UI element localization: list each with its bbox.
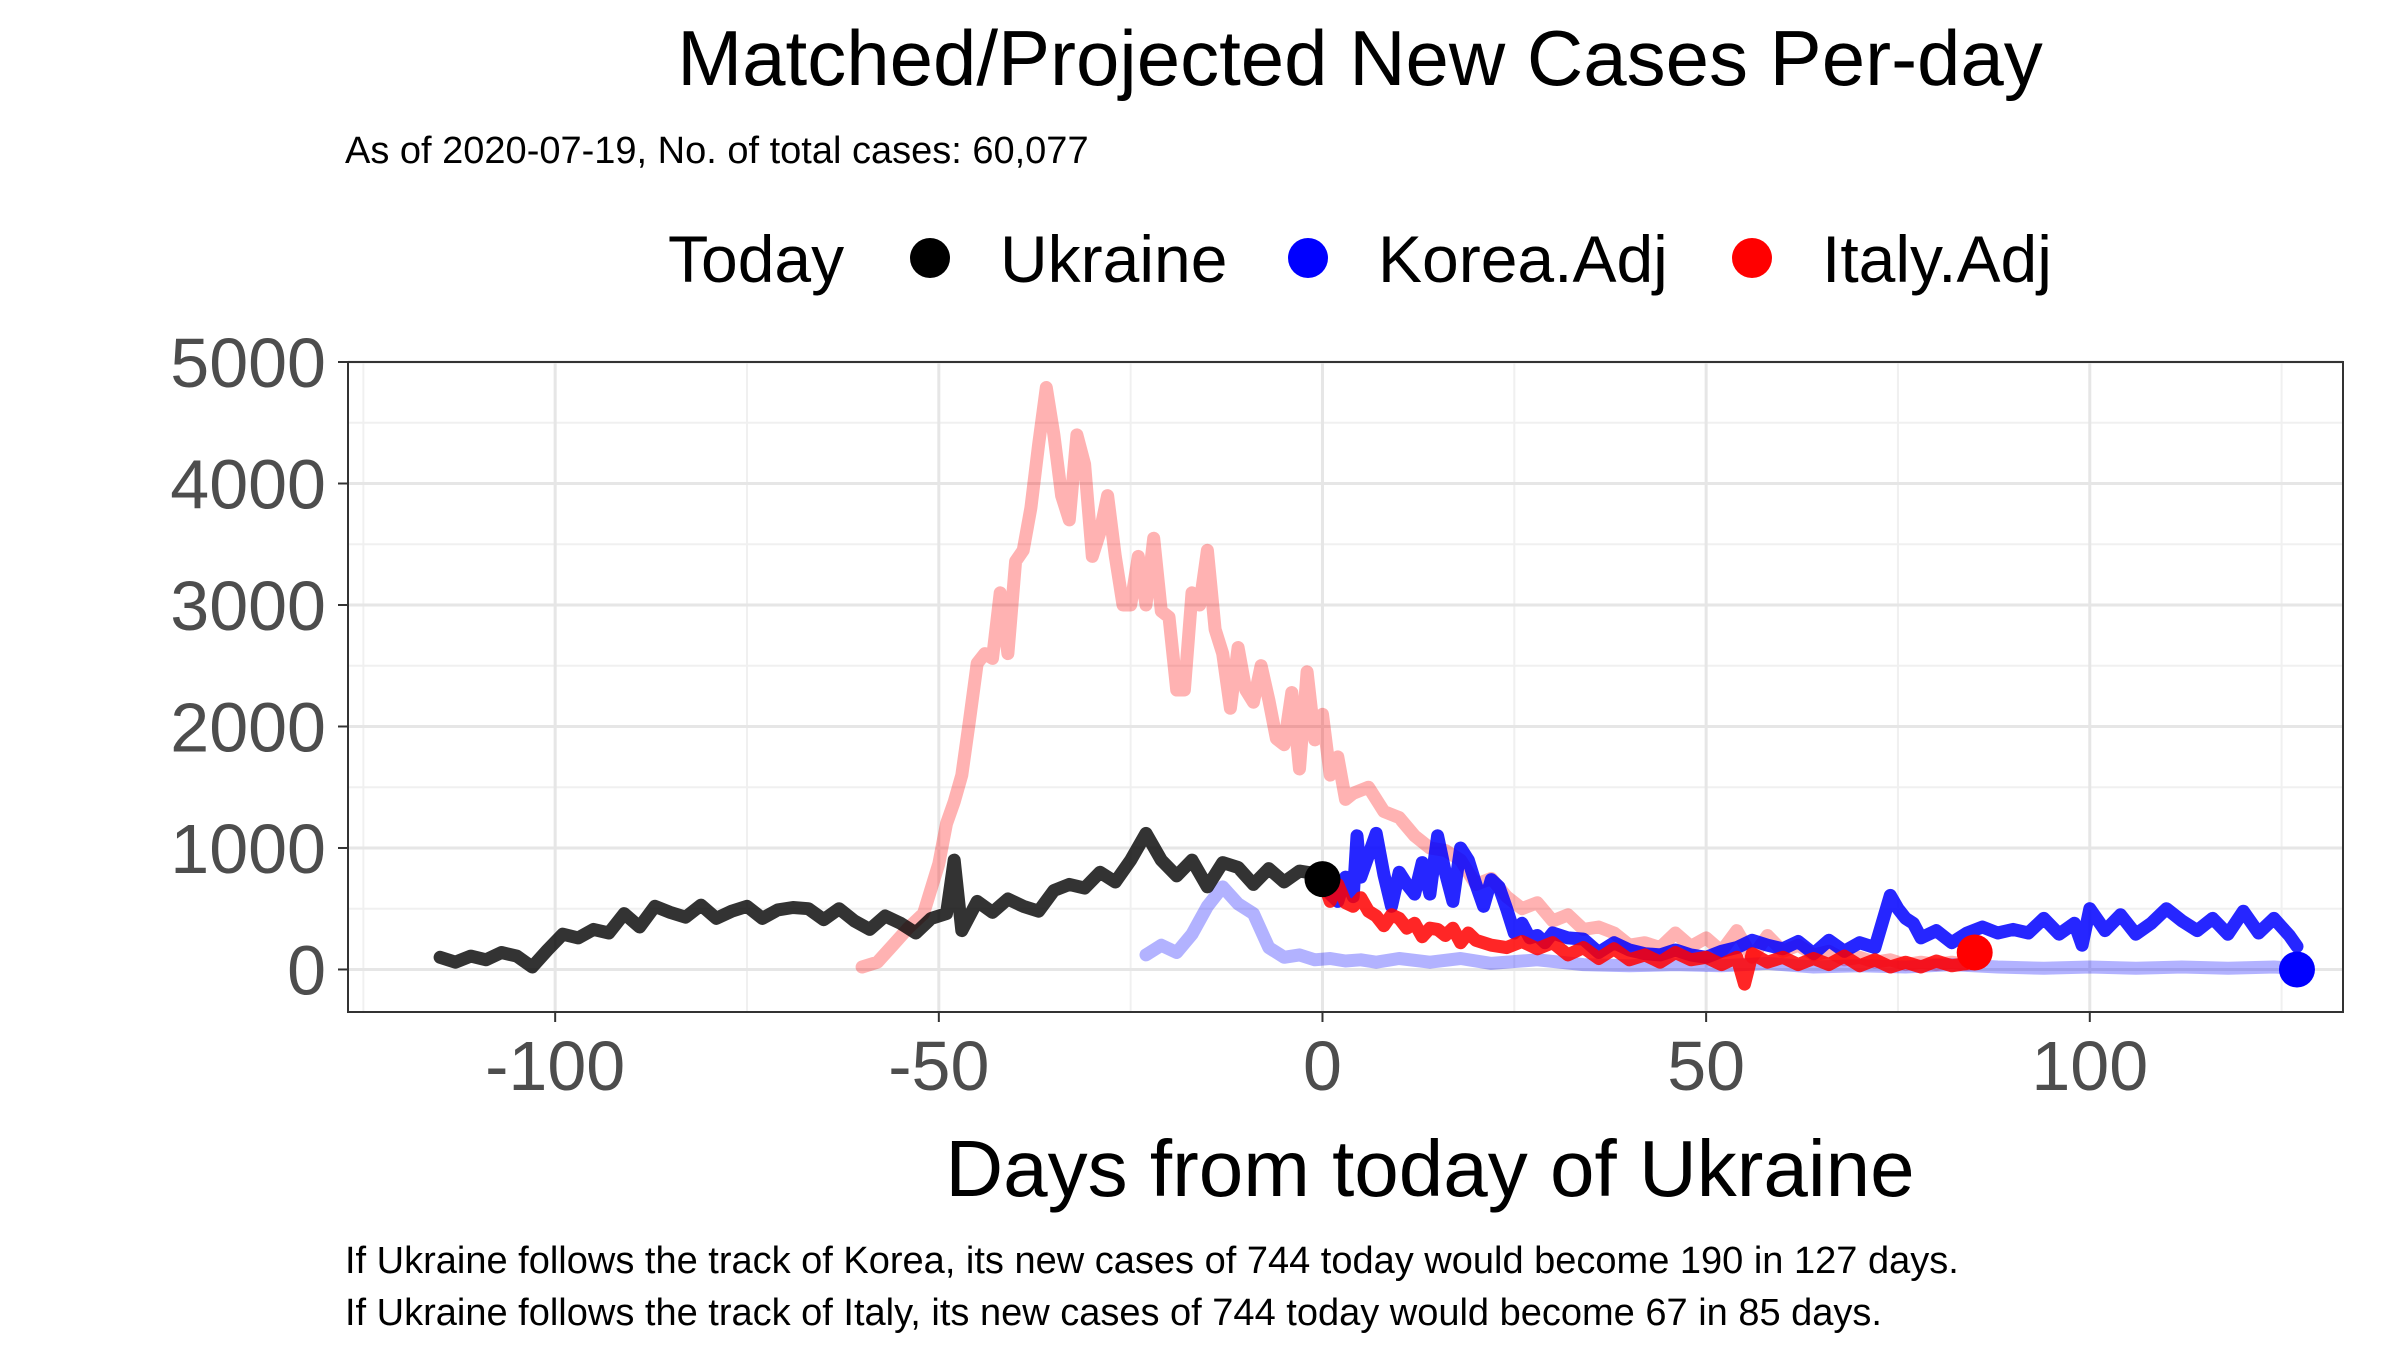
y-tick-label: 5000 [170,324,326,402]
caption-korea: If Ukraine follows the track of Korea, i… [345,1240,1959,1282]
today-marker-ukraine [1304,861,1341,898]
y-axis: 0 1000 2000 3000 4000 5000 [170,324,348,1009]
plot-border [347,361,2344,1013]
today-marker-korea-adj [2278,951,2315,988]
legend-label-ukraine: Ukraine [1000,222,1227,296]
legend-label-korea: Korea.Adj [1378,222,1668,296]
x-axis: -100 -50 0 50 100 [485,1012,2148,1105]
y-tick-label: 0 [287,931,326,1009]
series-line-italy-adj-projected [1316,872,1982,991]
x-tick-label: -50 [888,1027,989,1105]
legend-label-italy: Italy.Adj [1822,222,2052,296]
series-line-ukraine [433,826,1329,974]
x-axis-title: Days from today of Ukraine [945,1124,1914,1213]
plot-area [347,360,2344,1013]
legend: Today Ukraine Korea.Adj Italy.Adj [668,222,2052,296]
today-markers [1304,861,2315,988]
series-line-korea-adj-matched [1139,880,2304,975]
x-tick-label: 50 [1667,1027,1745,1105]
x-tick-label: -100 [485,1027,625,1105]
legend-marker-korea [1288,238,1328,278]
y-tick-label: 2000 [170,688,326,766]
legend-marker-ukraine [910,238,950,278]
legend-title: Today [668,222,844,296]
y-tick-label: 1000 [170,810,326,888]
y-tick-label: 4000 [170,445,326,523]
chart-subtitle: As of 2020-07-19, No. of total cases: 60… [345,130,1089,172]
y-tick-label: 3000 [170,567,326,645]
today-marker-italy-adj [1956,934,1993,971]
chart-title: Matched/Projected New Cases Per-day [677,14,2043,102]
series-lines [433,381,2304,991]
x-tick-label: 0 [1303,1027,1342,1105]
legend-marker-italy [1732,238,1772,278]
x-tick-label: 100 [2031,1027,2148,1105]
caption-italy: If Ukraine follows the track of Italy, i… [345,1292,1882,1334]
